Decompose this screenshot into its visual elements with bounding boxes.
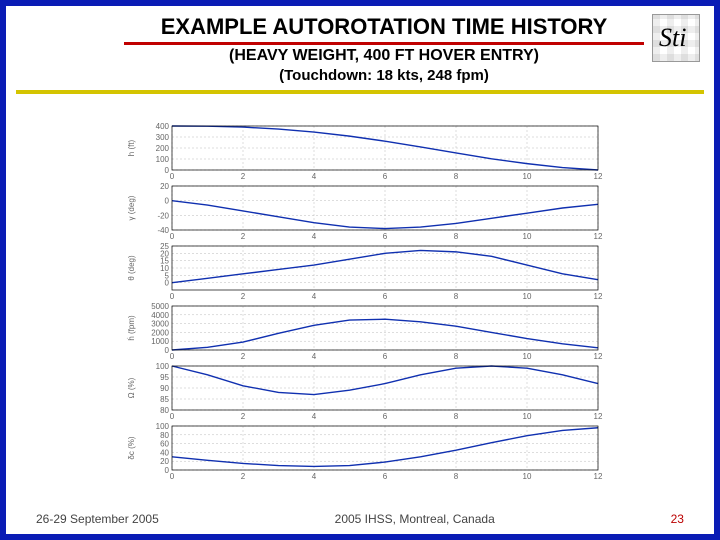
svg-text:ḣ (fpm): ḣ (fpm) bbox=[127, 315, 136, 341]
time-history-charts: 0100200300400024681012h (ft)-40-20020024… bbox=[126, 122, 606, 482]
svg-text:4: 4 bbox=[312, 232, 317, 241]
header: EXAMPLE AUTOROTATION TIME HISTORY (HEAVY… bbox=[6, 6, 714, 90]
svg-text:1000: 1000 bbox=[151, 337, 169, 346]
svg-text:2000: 2000 bbox=[151, 328, 169, 337]
svg-text:10: 10 bbox=[523, 472, 532, 481]
svg-text:200: 200 bbox=[156, 144, 170, 153]
svg-text:12: 12 bbox=[594, 352, 603, 361]
subtitle-2: (Touchdown: 18 kts, 248 fpm) bbox=[66, 67, 702, 84]
svg-text:8: 8 bbox=[454, 232, 459, 241]
svg-text:12: 12 bbox=[594, 172, 603, 181]
svg-text:90: 90 bbox=[160, 384, 169, 393]
svg-text:0: 0 bbox=[170, 472, 175, 481]
svg-text:8: 8 bbox=[454, 172, 459, 181]
svg-text:10: 10 bbox=[523, 172, 532, 181]
svg-text:2: 2 bbox=[241, 172, 246, 181]
svg-text:20: 20 bbox=[160, 457, 169, 466]
svg-text:8: 8 bbox=[454, 472, 459, 481]
svg-text:6: 6 bbox=[383, 412, 388, 421]
svg-text:20: 20 bbox=[160, 182, 169, 191]
svg-text:3000: 3000 bbox=[151, 320, 169, 329]
svg-text:85: 85 bbox=[160, 395, 169, 404]
svg-text:0: 0 bbox=[170, 232, 175, 241]
svg-text:100: 100 bbox=[156, 362, 170, 371]
svg-text:0: 0 bbox=[165, 197, 170, 206]
header-divider bbox=[16, 90, 704, 94]
svg-text:8: 8 bbox=[454, 292, 459, 301]
svg-text:5000: 5000 bbox=[151, 302, 169, 311]
svg-text:0: 0 bbox=[170, 352, 175, 361]
svg-text:10: 10 bbox=[523, 352, 532, 361]
svg-text:4: 4 bbox=[312, 292, 317, 301]
page-number: 23 bbox=[671, 512, 684, 526]
svg-text:60: 60 bbox=[160, 440, 169, 449]
svg-text:2: 2 bbox=[241, 472, 246, 481]
svg-text:γ (deg): γ (deg) bbox=[127, 195, 136, 220]
svg-text:0: 0 bbox=[170, 412, 175, 421]
svg-text:2: 2 bbox=[241, 292, 246, 301]
svg-text:0: 0 bbox=[170, 292, 175, 301]
svg-text:4: 4 bbox=[312, 472, 317, 481]
svg-text:80: 80 bbox=[160, 406, 169, 415]
svg-text:80: 80 bbox=[160, 431, 169, 440]
svg-text:4: 4 bbox=[312, 172, 317, 181]
svg-text:4: 4 bbox=[312, 412, 317, 421]
svg-text:12: 12 bbox=[594, 472, 603, 481]
slide-frame: EXAMPLE AUTOROTATION TIME HISTORY (HEAVY… bbox=[0, 0, 720, 540]
svg-text:12: 12 bbox=[594, 232, 603, 241]
svg-text:2: 2 bbox=[241, 352, 246, 361]
svg-text:10: 10 bbox=[523, 412, 532, 421]
svg-text:-40: -40 bbox=[157, 226, 169, 235]
svg-text:8: 8 bbox=[454, 412, 459, 421]
footer: 26-29 September 2005 2005 IHSS, Montreal… bbox=[6, 512, 714, 526]
svg-text:6: 6 bbox=[383, 292, 388, 301]
svg-text:95: 95 bbox=[160, 373, 169, 382]
svg-text:6: 6 bbox=[383, 352, 388, 361]
svg-text:2: 2 bbox=[241, 232, 246, 241]
svg-text:12: 12 bbox=[594, 292, 603, 301]
company-logo: Sti bbox=[652, 14, 700, 62]
svg-text:40: 40 bbox=[160, 448, 169, 457]
svg-text:300: 300 bbox=[156, 133, 170, 142]
slide-title: EXAMPLE AUTOROTATION TIME HISTORY bbox=[66, 14, 702, 40]
logo-text: Sti bbox=[659, 23, 686, 53]
svg-text:6: 6 bbox=[383, 172, 388, 181]
svg-text:4000: 4000 bbox=[151, 311, 169, 320]
svg-text:4: 4 bbox=[312, 352, 317, 361]
title-underline bbox=[124, 42, 644, 45]
svg-text:400: 400 bbox=[156, 122, 170, 131]
svg-text:h (ft): h (ft) bbox=[127, 139, 136, 156]
svg-text:θ (deg): θ (deg) bbox=[127, 255, 136, 281]
svg-text:0: 0 bbox=[170, 172, 175, 181]
svg-text:-20: -20 bbox=[157, 211, 169, 220]
svg-text:100: 100 bbox=[156, 155, 170, 164]
svg-text:6: 6 bbox=[383, 472, 388, 481]
subtitle-1: (HEAVY WEIGHT, 400 FT HOVER ENTRY) bbox=[66, 47, 702, 65]
svg-text:2: 2 bbox=[241, 412, 246, 421]
svg-text:100: 100 bbox=[156, 422, 170, 431]
footer-venue: 2005 IHSS, Montreal, Canada bbox=[335, 512, 495, 526]
svg-text:Ω (%): Ω (%) bbox=[127, 377, 136, 398]
svg-text:δc (%): δc (%) bbox=[127, 436, 136, 459]
svg-text:6: 6 bbox=[383, 232, 388, 241]
svg-text:10: 10 bbox=[523, 232, 532, 241]
svg-text:8: 8 bbox=[454, 352, 459, 361]
footer-date: 26-29 September 2005 bbox=[36, 512, 159, 526]
chart-svg: 0100200300400024681012h (ft)-40-20020024… bbox=[126, 122, 606, 482]
svg-text:12: 12 bbox=[594, 412, 603, 421]
svg-text:10: 10 bbox=[523, 292, 532, 301]
svg-text:25: 25 bbox=[160, 242, 169, 251]
